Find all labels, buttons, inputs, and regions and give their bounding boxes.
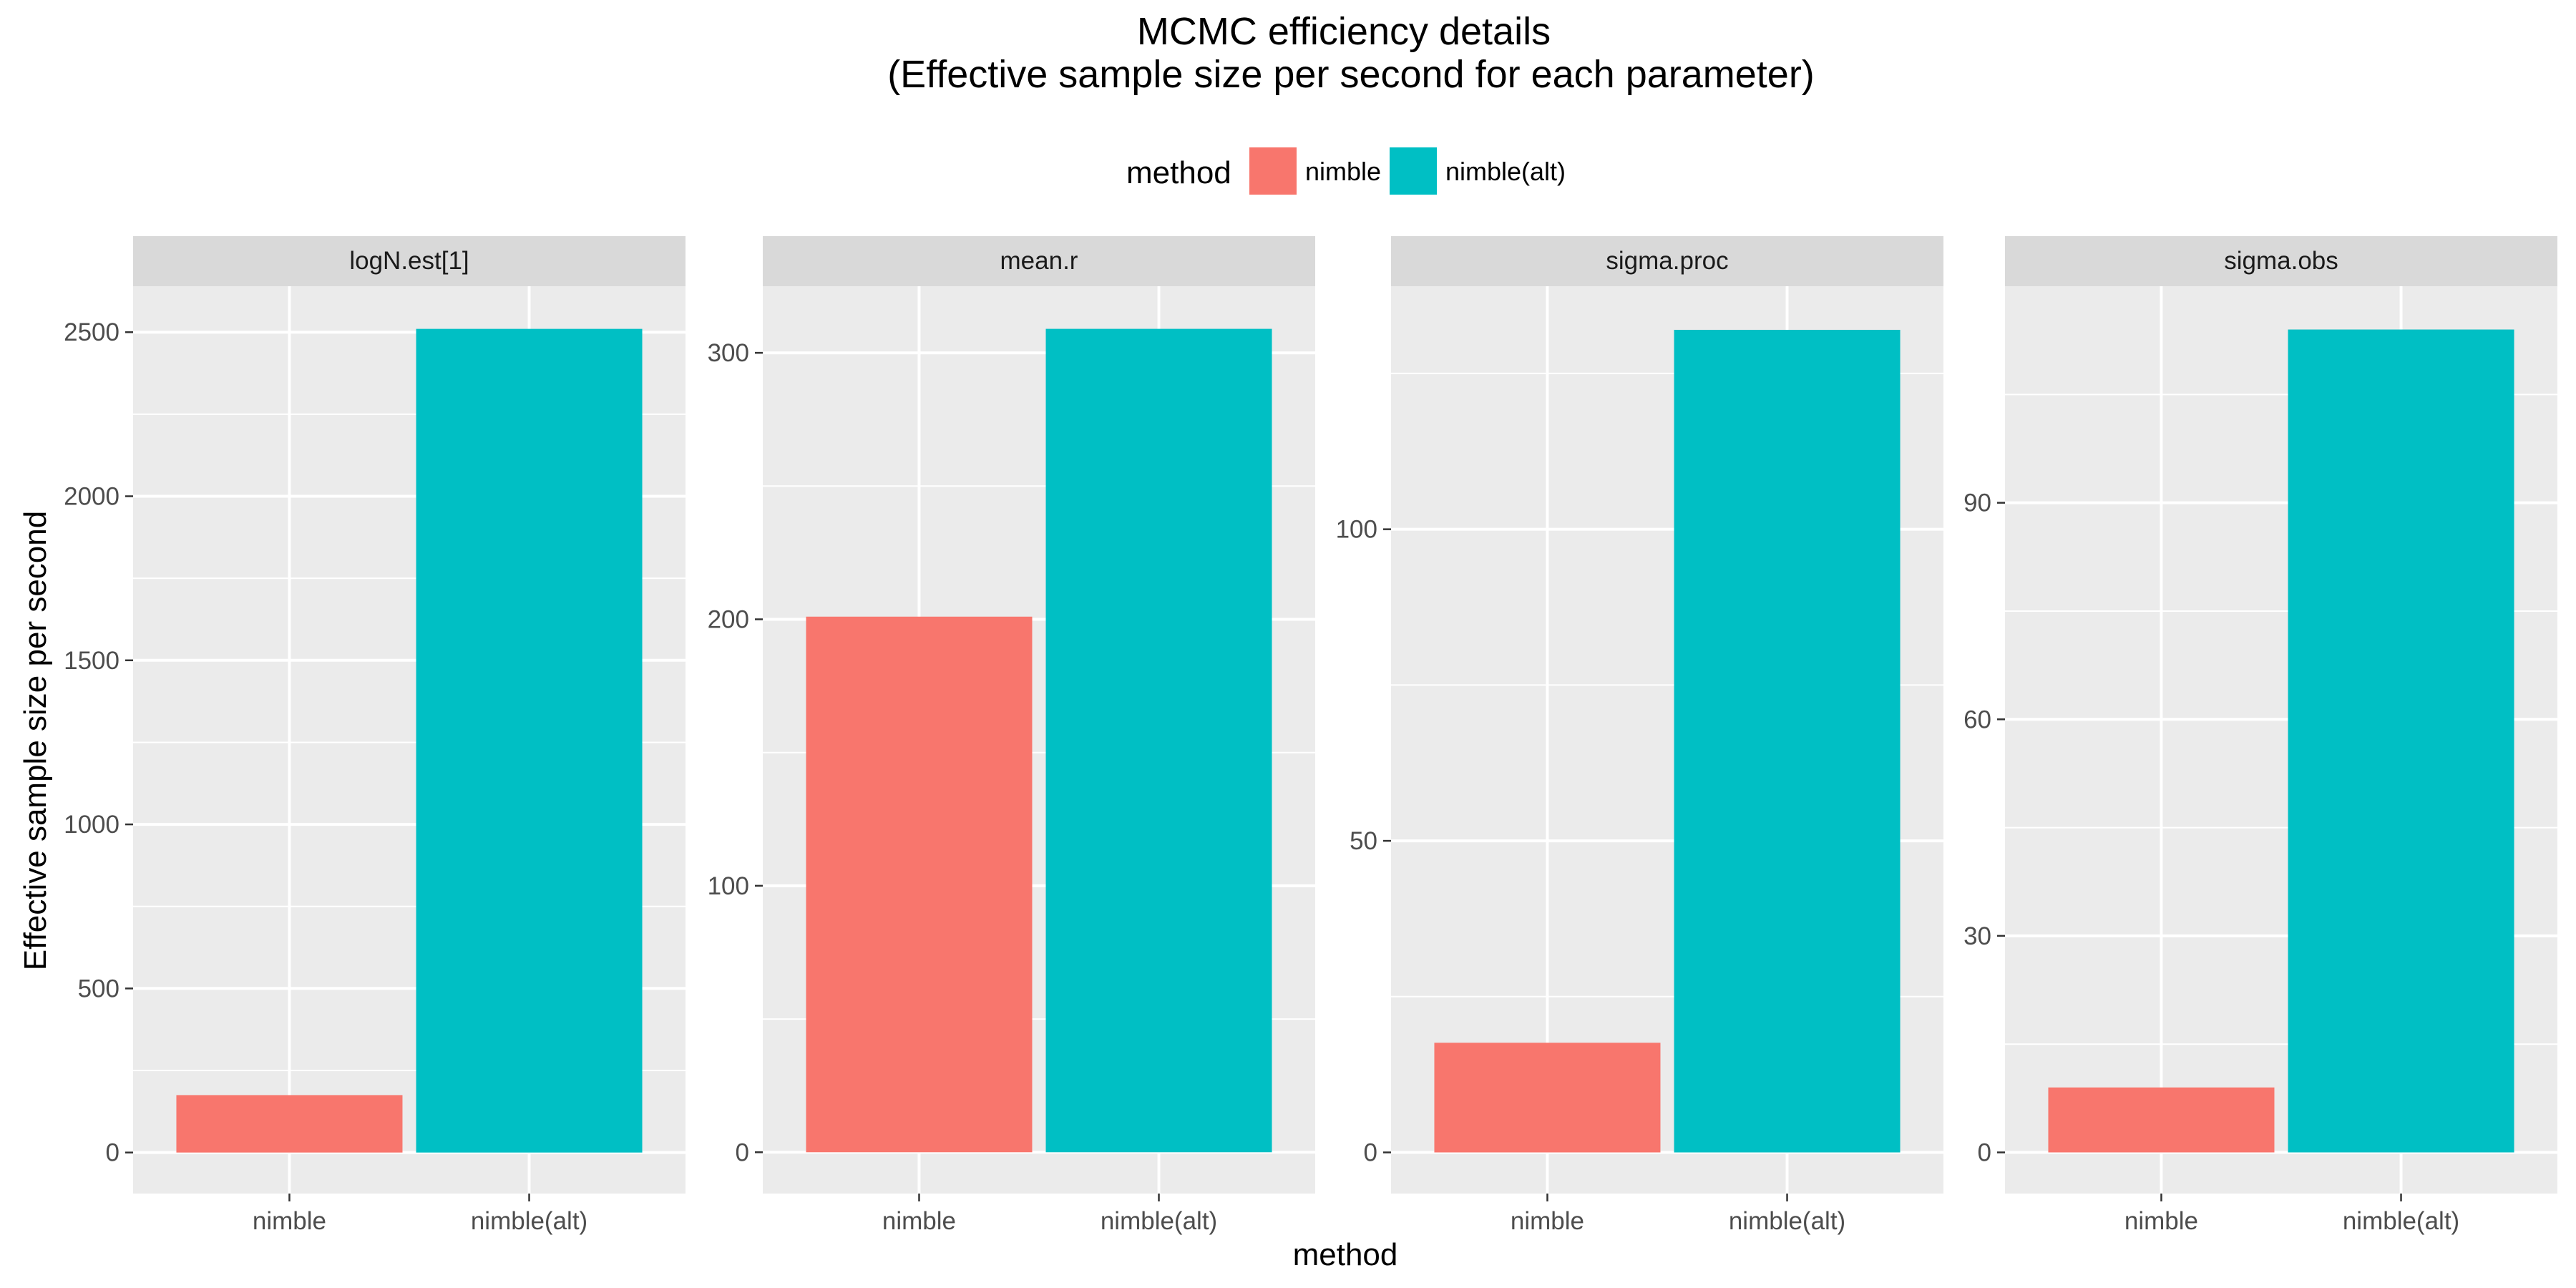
y-tick-label: 1500: [64, 647, 119, 675]
facet-sigma-proc: sigma.proc 0 50 100 nimble nimble(alt): [1336, 236, 1943, 1235]
strip-background-mean-r: [763, 236, 1315, 286]
y-tick-label: 100: [708, 872, 749, 900]
y-tick-label: 60: [1963, 706, 1991, 733]
x-tick-label: nimble: [2124, 1207, 2198, 1235]
bar-logn-est-1-nimble-alt: [416, 328, 643, 1153]
bar-sigma-proc-nimble-alt: [1674, 329, 1901, 1153]
legend-label-nimble: nimble: [1305, 157, 1381, 186]
facet-mean-r: mean.r 0 100 200 300 nimble nimble(alt): [708, 236, 1315, 1235]
x-tick-label: nimble: [1511, 1207, 1584, 1235]
legend-swatch-nimble-alt: [1390, 147, 1437, 195]
strip-background-logn-est-1: [133, 236, 686, 286]
bar-sigma-obs-nimble: [2048, 1087, 2275, 1153]
y-tick-label: 30: [1963, 922, 1991, 950]
facet-label-sigma-obs: sigma.obs: [2224, 247, 2338, 275]
bar-logn-est-1-nimble: [176, 1095, 403, 1153]
y-tick-label: 1000: [64, 811, 119, 839]
y-tick-label: 0: [1364, 1139, 1377, 1167]
facet-label-logn-est-1: logN.est[1]: [349, 247, 469, 275]
x-tick-label: nimble: [882, 1207, 956, 1235]
legend-title: method: [1126, 155, 1231, 190]
bar-mean-r-nimble: [806, 616, 1033, 1153]
y-tick-label: 2500: [64, 318, 119, 346]
strip-background-sigma-obs: [2005, 236, 2557, 286]
y-tick-label: 200: [708, 605, 749, 633]
facet-label-sigma-proc: sigma.proc: [1606, 247, 1728, 275]
strip-background-sigma-proc: [1391, 236, 1943, 286]
legend-swatch-nimble: [1249, 147, 1297, 195]
chart-subtitle: (Effective sample size per second for ea…: [887, 53, 1815, 96]
x-tick-label: nimble(alt): [2343, 1207, 2459, 1235]
bar-mean-r-nimble-alt: [1045, 328, 1272, 1153]
y-tick-label: 2000: [64, 482, 119, 510]
y-tick-label: 100: [1336, 516, 1377, 544]
x-axis-title: method: [1293, 1237, 1398, 1272]
y-tick-label: 90: [1963, 489, 1991, 517]
x-tick-label: nimble(alt): [1729, 1207, 1845, 1235]
x-tick-label: nimble(alt): [471, 1207, 587, 1235]
y-tick-label: 0: [1978, 1139, 1991, 1167]
y-tick-label: 300: [708, 339, 749, 367]
y-tick-label: 500: [78, 975, 119, 1002]
y-tick-label: 0: [736, 1138, 749, 1166]
y-tick-label: 50: [1350, 827, 1377, 855]
legend-label-nimble-alt: nimble(alt): [1445, 157, 1566, 186]
x-tick-label: nimble(alt): [1101, 1207, 1217, 1235]
y-tick-label: 0: [106, 1139, 119, 1167]
x-tick-label: nimble: [253, 1207, 326, 1235]
chart-title: MCMC efficiency details: [1137, 10, 1551, 53]
facet-logn-est-1: logN.est[1] 0 500 1000 1500 2000 2500 nimble nim…: [64, 236, 686, 1235]
bar-sigma-proc-nimble: [1434, 1043, 1661, 1153]
bar-sigma-obs-nimble-alt: [2288, 329, 2514, 1153]
facet-sigma-obs: sigma.obs 0 30 60 90 nimble nimble(alt): [1963, 236, 2557, 1235]
facet-label-mean-r: mean.r: [1000, 247, 1078, 275]
legend: method nimble nimble(alt): [1126, 147, 1566, 195]
y-axis-title: Effective sample size per second: [18, 511, 53, 970]
